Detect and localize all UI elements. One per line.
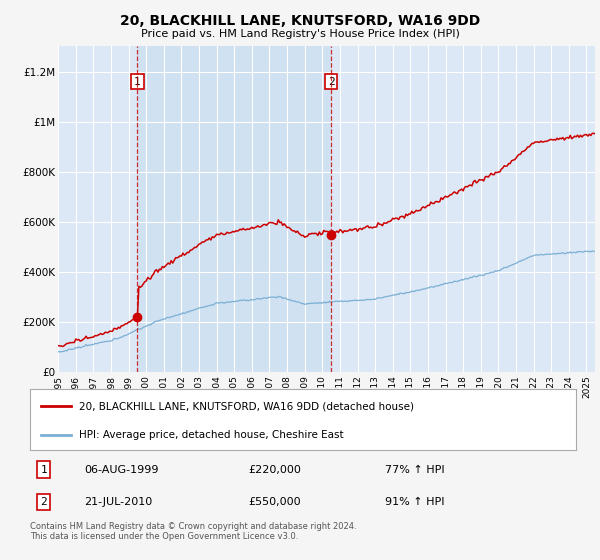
- Text: 77% ↑ HPI: 77% ↑ HPI: [385, 465, 445, 475]
- Text: 91% ↑ HPI: 91% ↑ HPI: [385, 497, 445, 507]
- Text: 2: 2: [328, 77, 334, 87]
- Text: £550,000: £550,000: [248, 497, 301, 507]
- Text: Price paid vs. HM Land Registry's House Price Index (HPI): Price paid vs. HM Land Registry's House …: [140, 29, 460, 39]
- Bar: [137, 46, 331, 372]
- Text: Contains HM Land Registry data © Crown copyright and database right 2024.
This d: Contains HM Land Registry data © Crown c…: [30, 522, 356, 542]
- Text: HPI: Average price, detached house, Cheshire East: HPI: Average price, detached house, Ches…: [79, 430, 344, 440]
- Text: 1: 1: [40, 465, 47, 475]
- Text: 2: 2: [40, 497, 47, 507]
- Text: 20, BLACKHILL LANE, KNUTSFORD, WA16 9DD: 20, BLACKHILL LANE, KNUTSFORD, WA16 9DD: [120, 14, 480, 28]
- Text: 1: 1: [134, 77, 141, 87]
- Text: £220,000: £220,000: [248, 465, 301, 475]
- Text: 21-JUL-2010: 21-JUL-2010: [85, 497, 153, 507]
- Text: 06-AUG-1999: 06-AUG-1999: [85, 465, 159, 475]
- Text: 20, BLACKHILL LANE, KNUTSFORD, WA16 9DD (detached house): 20, BLACKHILL LANE, KNUTSFORD, WA16 9DD …: [79, 401, 414, 411]
